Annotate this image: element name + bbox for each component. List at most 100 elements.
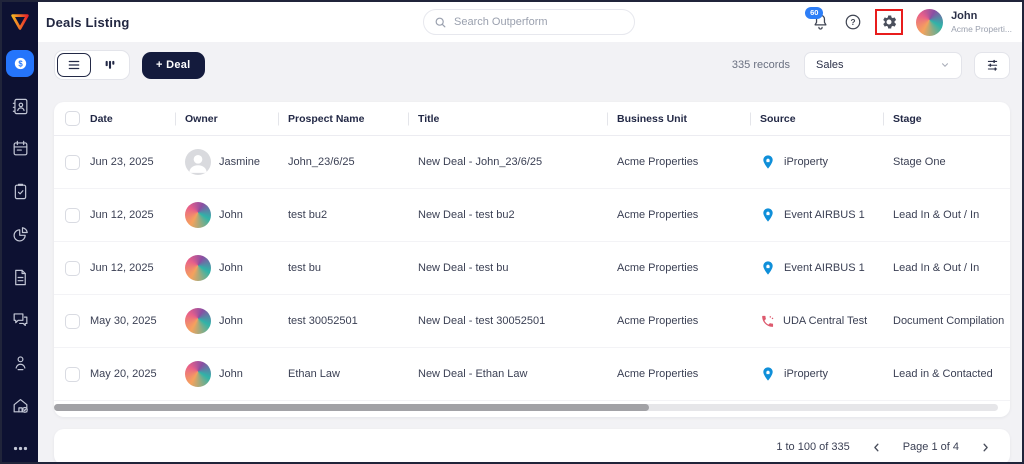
list-view-icon [68, 60, 80, 70]
brand-logo-icon[interactable] [2, 2, 38, 42]
person-placeholder-icon [189, 154, 207, 173]
settings-button[interactable] [880, 13, 898, 31]
sidebar-item-properties[interactable] [6, 392, 34, 420]
column-header-stage[interactable]: Stage [893, 113, 1010, 125]
list-view-button[interactable] [57, 53, 91, 77]
cell-stage: Lead In & Out / In [893, 209, 980, 221]
column-header-date[interactable]: Date [90, 112, 113, 125]
cell-owner: John [219, 315, 243, 327]
table-row[interactable]: Jun 12, 2025 John test bu New Deal - tes… [54, 242, 1010, 295]
search-input[interactable] [454, 16, 624, 28]
cell-source: Event AIRBUS 1 [784, 209, 865, 221]
row-checkbox[interactable] [64, 154, 80, 170]
column-header-prospect[interactable]: Prospect Name [288, 113, 418, 125]
row-checkbox[interactable] [64, 366, 80, 382]
table-row[interactable]: Jun 12, 2025 John test bu2 New Deal - te… [54, 189, 1010, 242]
cell-prospect: test 30052501 [288, 315, 358, 327]
cell-title: New Deal - test 30052501 [418, 315, 546, 327]
table-row[interactable]: May 30, 2025 John test 30052501 New Deal… [54, 295, 1010, 348]
sidebar-item-contacts[interactable] [6, 92, 34, 120]
home-check-icon [13, 398, 28, 413]
sidebar: $ [2, 2, 38, 462]
calendar-icon [13, 141, 27, 156]
column-header-business-unit[interactable]: Business Unit [617, 113, 760, 125]
table-row[interactable]: May 20, 2025 John Ethan Law New Deal - E… [54, 348, 1010, 401]
help-button[interactable]: ? [844, 13, 862, 31]
kanban-view-icon [105, 60, 115, 69]
main-area: Deals Listing 60 ? [38, 2, 1022, 462]
sidebar-item-calendar[interactable] [6, 135, 34, 163]
user-menu[interactable]: John Acme Properti... [916, 8, 1012, 36]
scrollbar-thumb[interactable] [54, 403, 649, 411]
sidebar-item-agents[interactable] [6, 349, 34, 377]
column-header-title[interactable]: Title [418, 113, 617, 125]
cell-business-unit: Acme Properties [617, 368, 699, 380]
cell-prospect: Ethan Law [288, 368, 340, 380]
owner-avatar [185, 361, 211, 387]
scrollbar-track[interactable] [54, 403, 999, 411]
kanban-view-button[interactable] [93, 53, 127, 77]
notifications-button[interactable]: 60 [805, 7, 831, 33]
sidebar-item-deals[interactable]: $ [6, 49, 34, 78]
owner-avatar [185, 308, 211, 334]
clipboard-check-icon [14, 183, 26, 200]
row-checkbox[interactable] [64, 260, 80, 276]
row-checkbox[interactable] [64, 313, 80, 329]
help-icon: ? [845, 14, 861, 30]
pagination-range: 1 to 100 of 335 [776, 441, 850, 453]
cell-stage: Stage One [893, 156, 946, 168]
sidebar-item-reports[interactable] [6, 221, 34, 249]
pagination-page: Page 1 of 4 [902, 441, 959, 453]
cell-stage: Document Compilation [893, 315, 1005, 327]
cell-owner: John [219, 262, 243, 274]
ellipsis-icon [13, 446, 27, 450]
location-pin-icon [763, 367, 773, 381]
cell-business-unit: Acme Properties [617, 156, 699, 168]
next-page-button[interactable] [979, 441, 992, 454]
cell-date: Jun 12, 2025 [90, 209, 154, 221]
cell-title: New Deal - test bu [418, 262, 509, 274]
row-checkbox[interactable] [64, 207, 80, 223]
location-pin-icon [763, 155, 773, 169]
add-deal-button[interactable]: + Deal [142, 51, 205, 79]
search-icon [435, 17, 446, 27]
dollar-circle-icon: $ [14, 57, 26, 70]
prev-page-button[interactable] [870, 441, 883, 454]
document-icon [14, 269, 26, 285]
sidebar-item-more[interactable] [6, 434, 34, 462]
table-header-row: Date Owner Prospect Name Title Business … [54, 102, 1010, 136]
svg-text:?: ? [851, 18, 856, 27]
pipeline-selected-value: Sales [816, 59, 844, 71]
cell-stage: Lead In & Out / In [893, 262, 980, 274]
column-header-source[interactable]: Source [760, 113, 893, 125]
phone-icon [762, 315, 774, 327]
notification-badge: 60 [805, 7, 824, 19]
cell-prospect: John_23/6/25 [288, 156, 355, 168]
sidebar-item-documents[interactable] [6, 263, 34, 291]
user-organization: Acme Properti... [951, 23, 1012, 34]
cell-source: iProperty [784, 156, 829, 168]
filter-button[interactable] [974, 51, 1010, 79]
deals-toolbar: + Deal 335 records Sales [54, 50, 1010, 80]
pie-chart-icon [13, 227, 28, 242]
table-row[interactable]: Jun 23, 2025 Jasmine John_23/6/25 New De… [54, 136, 1010, 189]
cell-source: UDA Central Test [783, 315, 868, 327]
pagination-bar: 1 to 100 of 335 Page 1 of 4 [54, 429, 1010, 462]
cell-prospect: test bu [288, 262, 322, 274]
pipeline-select[interactable]: Sales [804, 51, 962, 79]
owner-avatar [185, 202, 211, 228]
cell-source: iProperty [784, 368, 829, 380]
page-title: Deals Listing [46, 14, 130, 30]
cell-business-unit: Acme Properties [617, 209, 699, 221]
person-icon [15, 356, 25, 371]
user-avatar [916, 8, 944, 36]
cell-prospect: test bu2 [288, 209, 328, 221]
sidebar-item-tasks[interactable] [6, 178, 34, 206]
select-all-checkbox[interactable] [64, 111, 80, 126]
column-header-owner[interactable]: Owner [185, 113, 288, 125]
view-toggle-group [54, 50, 130, 80]
sidebar-item-chat[interactable] [6, 306, 34, 334]
cell-title: New Deal - test bu2 [418, 209, 515, 221]
global-search[interactable] [423, 9, 635, 35]
